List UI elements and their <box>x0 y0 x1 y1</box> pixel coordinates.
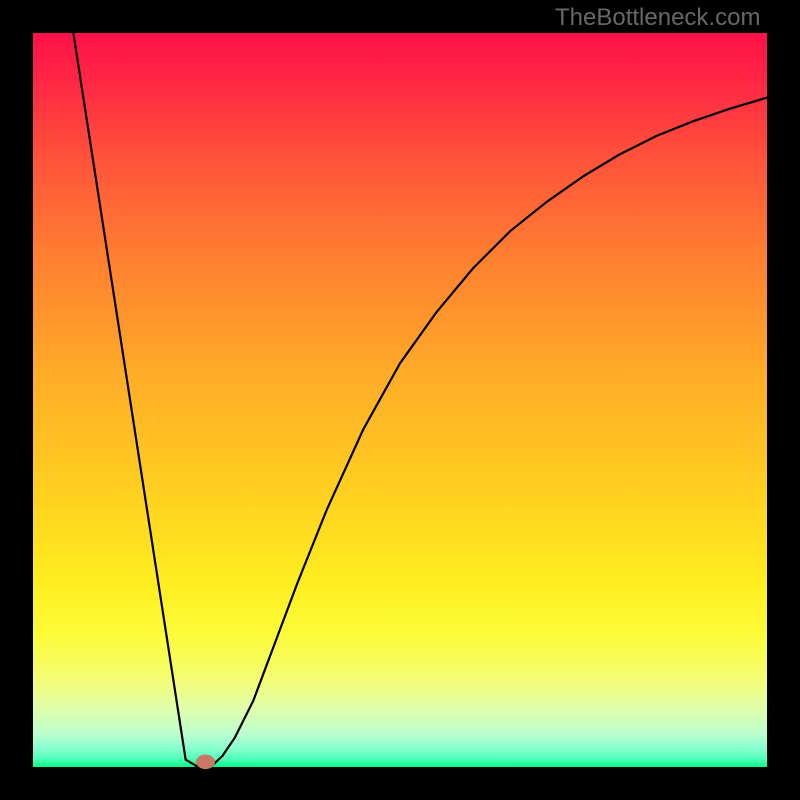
bottleneck-curve <box>73 33 767 767</box>
curve-overlay <box>0 0 800 800</box>
watermark-text: TheBottleneck.com <box>555 4 760 32</box>
optimum-marker <box>196 755 215 770</box>
outer-frame: TheBottleneck.com <box>0 0 800 800</box>
